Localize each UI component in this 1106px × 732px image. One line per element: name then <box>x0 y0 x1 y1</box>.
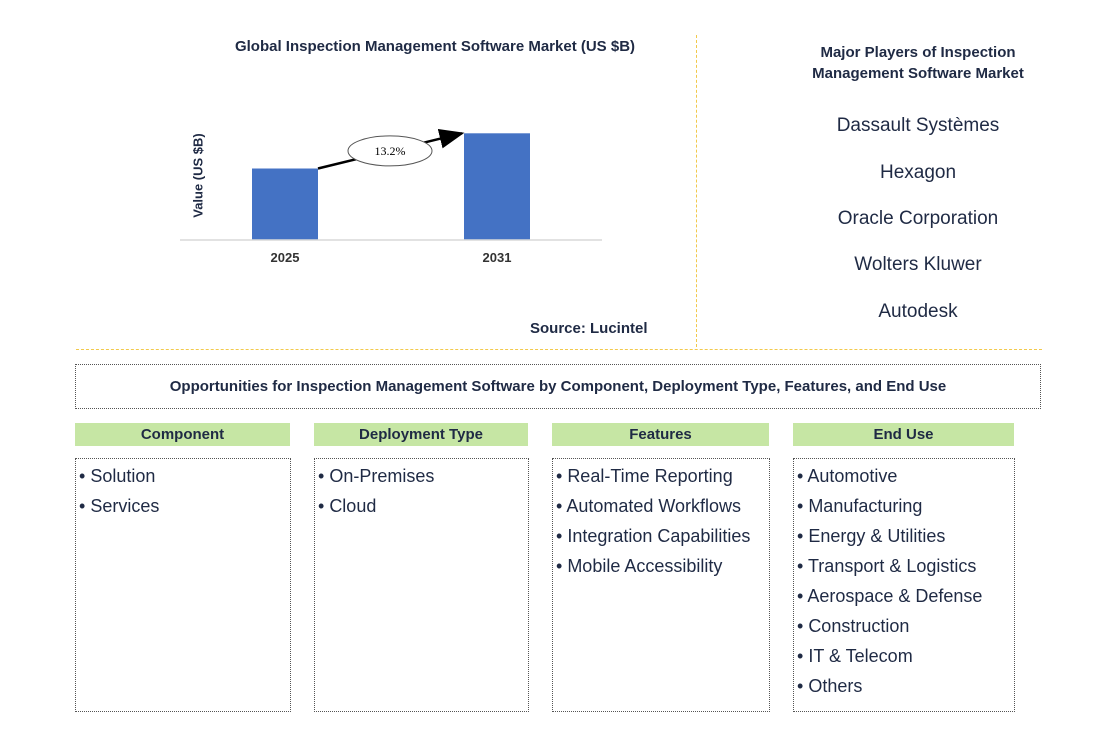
x-tick-label: 2025 <box>271 250 300 265</box>
source-label: Source: Lucintel <box>530 320 648 337</box>
opportunities-banner: Opportunities for Inspection Management … <box>75 364 1041 409</box>
list-item: Manufacturing <box>794 491 1014 521</box>
category-header-component: Component <box>75 423 290 446</box>
list-item: Real-Time Reporting <box>553 461 769 491</box>
x-tick-label: 2031 <box>483 250 512 265</box>
category-list-deployment: On-Premises Cloud <box>314 458 529 712</box>
bar-2025 <box>252 168 318 240</box>
list-item: Cloud <box>315 491 528 521</box>
list-item: Automated Workflows <box>553 491 769 521</box>
bar-chart: 2025 2031 13.2% <box>180 128 602 265</box>
list-item: Solution <box>76 461 290 491</box>
list-item: On-Premises <box>315 461 528 491</box>
category-header-features: Features <box>552 423 769 446</box>
list-item: Mobile Accessibility <box>553 551 769 581</box>
player-item: Dassault Systèmes <box>836 115 1000 136</box>
category-list-features: Real-Time Reporting Automated Workflows … <box>552 458 770 712</box>
players-title: Major Players of Inspection Management S… <box>812 44 1024 82</box>
player-item: Autodesk <box>878 301 958 322</box>
category-list-end-use: Automotive Manufacturing Energy & Utilit… <box>793 458 1015 712</box>
list-item: Construction <box>794 611 1014 641</box>
list-item: Energy & Utilities <box>794 521 1014 551</box>
category-header-deployment: Deployment Type <box>314 423 528 446</box>
player-item: Hexagon <box>879 162 957 183</box>
list-item: Integration Capabilities <box>553 521 769 551</box>
cagr-label: 13.2% <box>375 144 406 158</box>
bar-2031 <box>464 133 530 240</box>
list-item: Services <box>76 491 290 521</box>
chart-title: Global Inspection Management Software Ma… <box>234 38 636 55</box>
list-item: Aerospace & Defense <box>794 581 1014 611</box>
list-item: Automotive <box>794 461 1014 491</box>
player-item: Oracle Corporation <box>837 208 999 229</box>
list-item: Transport & Logistics <box>794 551 1014 581</box>
player-item: Wolters Kluwer <box>854 254 982 275</box>
category-header-end-use: End Use <box>793 423 1014 446</box>
vertical-divider <box>696 35 697 347</box>
horizontal-divider <box>76 349 1042 350</box>
list-item: Others <box>794 671 1014 701</box>
category-list-component: Solution Services <box>75 458 291 712</box>
cagr-bubble <box>347 135 433 167</box>
opportunities-title: Opportunities for Inspection Management … <box>169 378 947 395</box>
list-item: IT & Telecom <box>794 641 1014 671</box>
